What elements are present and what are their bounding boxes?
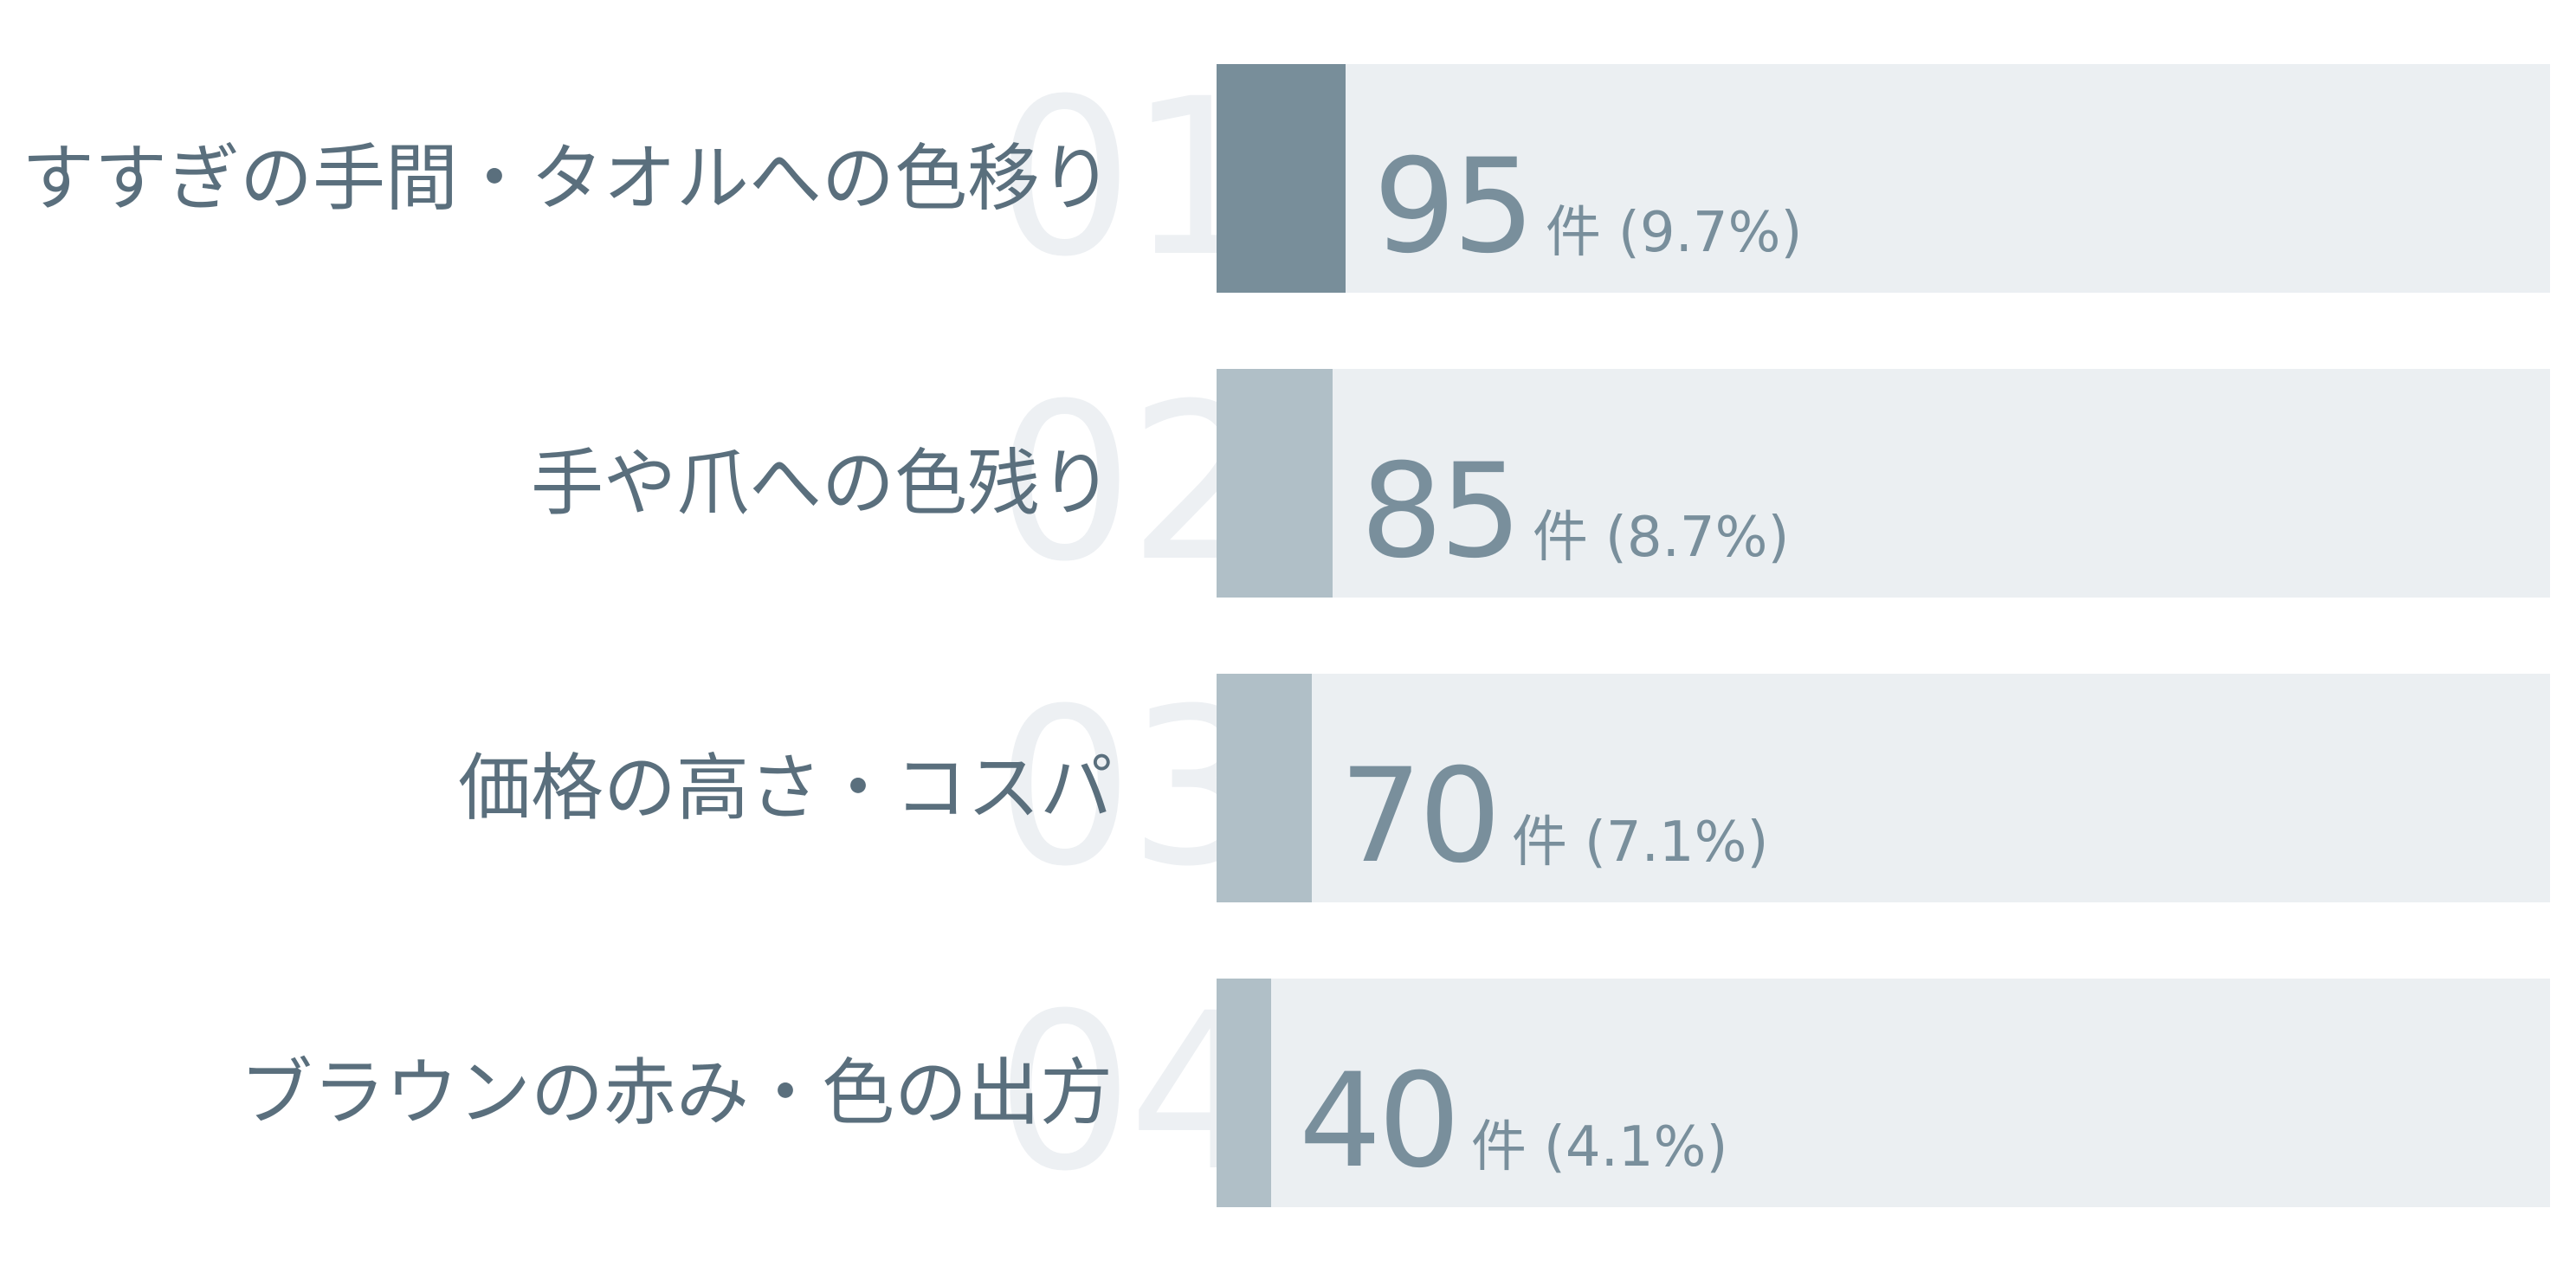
bar-row-4: 04 ブラウンの赤み・色の出方 40 件 (4.1%): [0, 979, 2576, 1207]
value-label: 85 件 (8.7%): [1360, 447, 1789, 577]
bar-row-2: 02 手や爪への色残り 85 件 (8.7%): [0, 369, 2576, 598]
bar: [1217, 979, 1271, 1207]
category-label: 価格の高さ・コスパ: [457, 746, 1113, 830]
value-unit: 件: [1532, 506, 1588, 570]
value-unit: 件: [1470, 1115, 1527, 1179]
value-percent: (7.1%): [1584, 811, 1769, 875]
value-unit: 件: [1545, 201, 1601, 265]
bar-track: 70 件 (7.1%): [1217, 674, 2550, 902]
value-percent: (8.7%): [1604, 506, 1790, 570]
value-label: 40 件 (4.1%): [1299, 1057, 1727, 1186]
bar-track: 95 件 (9.7%): [1217, 64, 2550, 293]
value-percent: (9.7%): [1617, 201, 1803, 265]
bar-row-3: 03 価格の高さ・コスパ 70 件 (7.1%): [0, 674, 2576, 902]
value-percent: (4.1%): [1543, 1115, 1728, 1179]
bar: [1217, 369, 1333, 598]
bar: [1217, 674, 1312, 902]
bar-track: 85 件 (8.7%): [1217, 369, 2550, 598]
value-label: 70 件 (7.1%): [1340, 752, 1768, 882]
value-label: 95 件 (9.7%): [1373, 142, 1802, 272]
value-unit: 件: [1511, 811, 1567, 875]
value-number: 40: [1299, 1046, 1461, 1197]
category-label: 手や爪への色残り: [530, 441, 1113, 526]
value-number: 95: [1373, 132, 1535, 282]
bar-track: 40 件 (4.1%): [1217, 979, 2550, 1207]
value-number: 70: [1340, 741, 1501, 892]
bar-row-1: 01 すすぎの手間・タオルへの色移り 95 件 (9.7%): [0, 64, 2576, 293]
value-number: 85: [1360, 436, 1522, 587]
category-label: すすぎの手間・タオルへの色移り: [21, 136, 1113, 221]
bar: [1217, 64, 1346, 293]
category-label: ブラウンの赤み・色の出方: [239, 1050, 1113, 1135]
